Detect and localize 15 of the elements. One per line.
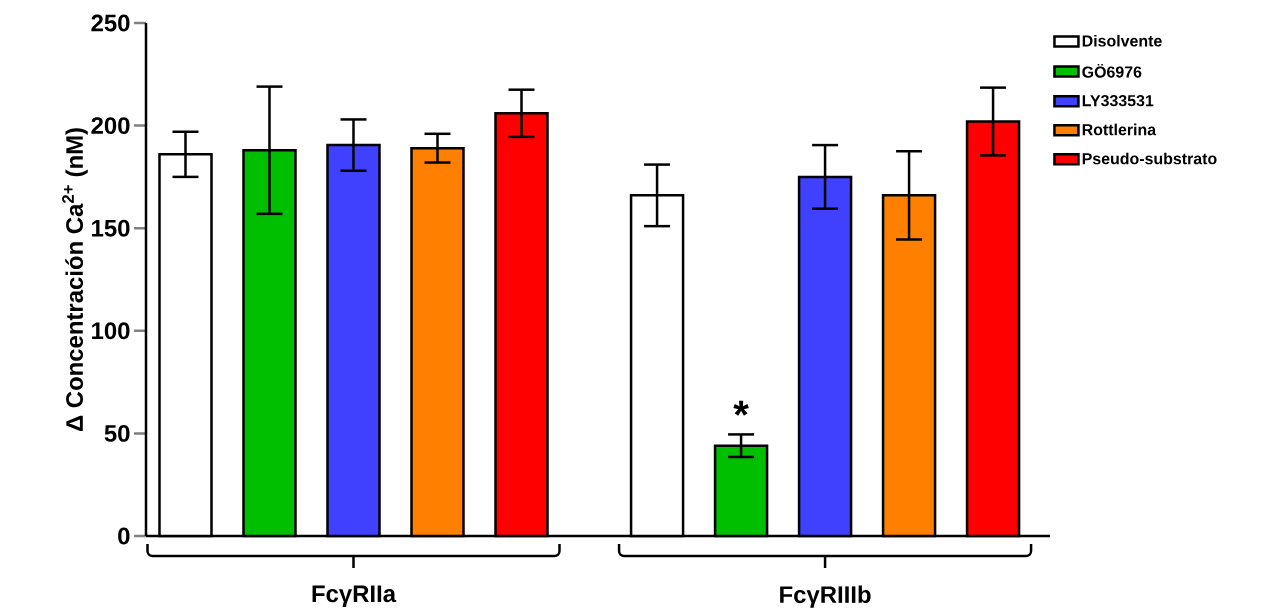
legend-label: GÖ6976 — [1082, 63, 1142, 78]
legend-label: Pseudo-substrato — [1082, 152, 1217, 165]
y-tick-label: 50 — [104, 424, 130, 442]
x-tick-label: FcγRIIa — [312, 585, 397, 607]
y-tick-label: 250 — [91, 14, 130, 32]
y-axis-title: Δ Concentración Ca$^{2+}$ (nM) — [62, 128, 88, 432]
y-tick-label: 150 — [92, 219, 130, 237]
x-tick-label: FcγRIIIb — [780, 585, 871, 608]
legend-label: LY333531 — [1082, 95, 1154, 107]
legend-label: Disolvente — [1082, 34, 1162, 47]
annotation: * — [733, 400, 749, 416]
legend-label: Rottlerina — [1082, 123, 1157, 136]
y-tick-label: 100 — [92, 322, 130, 340]
y-tick-label: 200 — [91, 117, 130, 135]
y-tick-label: 0 — [118, 527, 130, 545]
